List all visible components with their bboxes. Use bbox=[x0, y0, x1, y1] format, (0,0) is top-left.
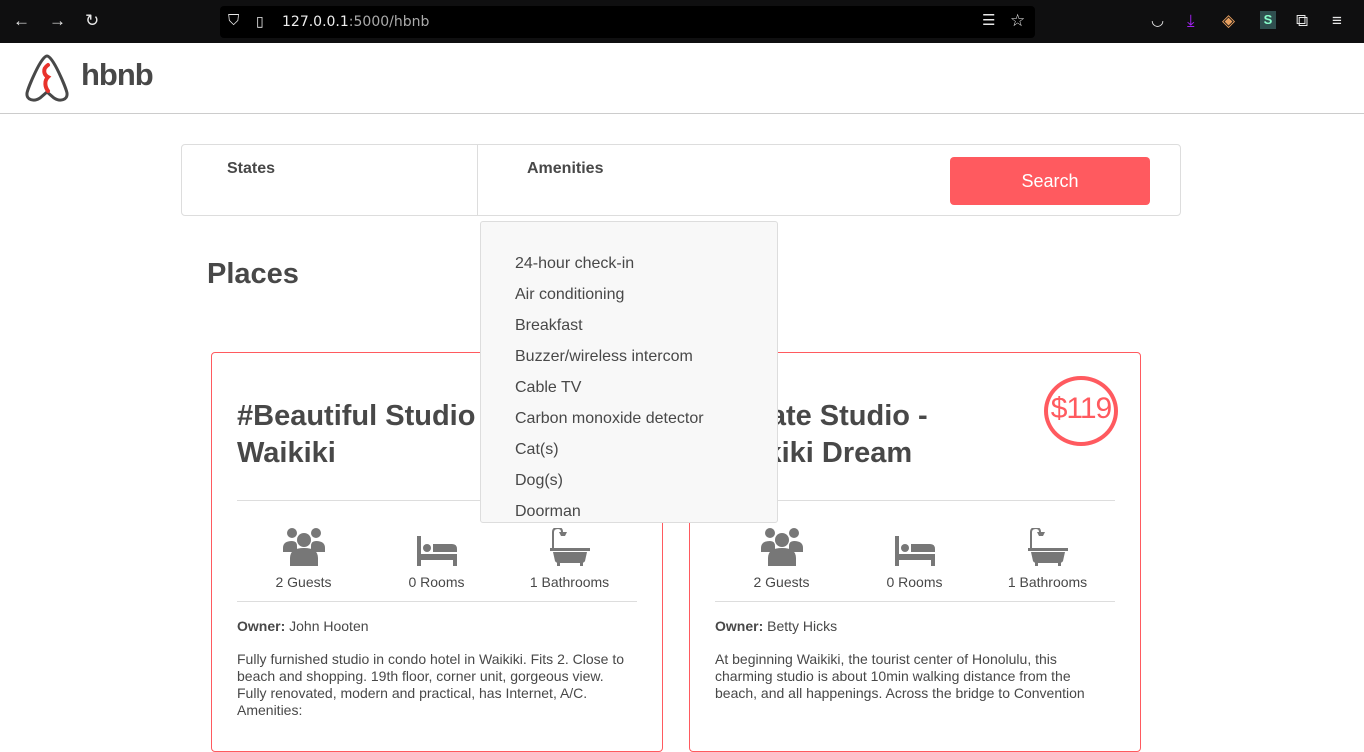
bathrooms-stat: 1 Bathrooms bbox=[503, 528, 636, 590]
url-host: 127.0.0.1 bbox=[282, 14, 349, 30]
rooms-stat: 0 Rooms bbox=[370, 528, 503, 590]
bathrooms-label: 1 Bathrooms bbox=[1007, 574, 1088, 590]
amenity-option[interactable]: Dog(s) bbox=[515, 472, 564, 489]
shield-icon[interactable]: ⛉ bbox=[228, 12, 240, 29]
amenity-option[interactable]: Air conditioning bbox=[515, 286, 625, 303]
amenity-option[interactable]: Doorman bbox=[515, 503, 581, 520]
reader-view-icon[interactable]: ☰ bbox=[982, 12, 996, 29]
amenity-option[interactable]: Cat(s) bbox=[515, 441, 559, 458]
forward-icon[interactable]: → bbox=[49, 11, 66, 30]
amenity-option[interactable]: Buzzer/wireless intercom bbox=[515, 348, 693, 365]
pocket-icon[interactable]: ◡ bbox=[1151, 12, 1165, 29]
filter-divider bbox=[477, 145, 478, 215]
guests-label: 2 Guests bbox=[275, 574, 332, 590]
divider bbox=[237, 500, 637, 501]
guests-stat: 2 Guests bbox=[715, 528, 848, 590]
place-title: #Beautiful Studio in Waikiki bbox=[237, 400, 510, 469]
bed-icon bbox=[894, 536, 935, 566]
divider bbox=[715, 500, 1115, 501]
place-card: #Beautiful Studio in Waikiki 2 Guests 0 … bbox=[211, 352, 663, 752]
page-icon: ▯ bbox=[256, 13, 264, 29]
bed-icon bbox=[416, 536, 457, 566]
reload-icon[interactable]: ↻ bbox=[85, 11, 100, 30]
owner-label: Owner: bbox=[237, 618, 286, 634]
amenity-option[interactable]: 24-hour check-in bbox=[515, 255, 635, 272]
owner: Owner: Betty Hicks bbox=[715, 618, 837, 634]
search-button[interactable]: Search bbox=[950, 157, 1150, 205]
amenity-option[interactable]: Cable TV bbox=[515, 379, 582, 396]
page-header: hbnb bbox=[0, 43, 1364, 114]
owner-label: Owner: bbox=[715, 618, 764, 634]
browser-toolbar: ← → ↻ ⛉ ▯ 127.0.0.1:5000/hbnb ☰ ☆ ◡ ⤓ ◈ … bbox=[0, 0, 1364, 43]
bathrooms-stat: 1 Bathrooms bbox=[981, 528, 1114, 590]
places-title: Places bbox=[207, 258, 299, 290]
download-icon[interactable]: ⤓ bbox=[1187, 11, 1195, 30]
logo-text: hbnb bbox=[81, 57, 154, 92]
back-icon[interactable]: ← bbox=[13, 11, 30, 30]
filters-bar: States Amenities Search bbox=[181, 144, 1181, 216]
divider bbox=[237, 601, 637, 602]
amenities-dropdown: 24-hour check-in Air conditioning Breakf… bbox=[480, 221, 778, 523]
extension-icon[interactable]: ◈ bbox=[1222, 11, 1236, 30]
menu-icon[interactable]: ≡ bbox=[1332, 11, 1342, 30]
amenities-filter[interactable]: Amenities bbox=[527, 160, 604, 177]
price-badge: $119 bbox=[1044, 376, 1118, 446]
rooms-label: 0 Rooms bbox=[408, 574, 465, 590]
address-bar[interactable]: ⛉ ▯ 127.0.0.1:5000/hbnb ☰ ☆ bbox=[220, 6, 1035, 38]
guests-icon bbox=[760, 528, 803, 566]
bathtub-icon bbox=[549, 528, 590, 566]
amenity-option[interactable]: Breakfast bbox=[515, 317, 583, 334]
divider bbox=[715, 601, 1115, 602]
place-description: At beginning Waikiki, the tourist center… bbox=[715, 651, 1085, 701]
states-filter[interactable]: States bbox=[227, 160, 276, 177]
logo-icon bbox=[25, 54, 69, 102]
owner-name: John Hooten bbox=[289, 618, 369, 634]
guests-stat: 2 Guests bbox=[237, 528, 370, 590]
amenity-option[interactable]: Carbon monoxide detector bbox=[515, 410, 704, 427]
guests-icon bbox=[282, 528, 325, 566]
bathtub-icon bbox=[1027, 528, 1068, 566]
rooms-label: 0 Rooms bbox=[886, 574, 943, 590]
rooms-stat: 0 Rooms bbox=[848, 528, 981, 590]
place-description: Fully furnished studio in condo hotel in… bbox=[237, 651, 624, 718]
extensions-puzzle-icon[interactable]: ⧉ bbox=[1296, 11, 1309, 30]
bookmark-star-icon[interactable]: ☆ bbox=[1010, 11, 1026, 30]
guests-label: 2 Guests bbox=[753, 574, 810, 590]
owner-name: Betty Hicks bbox=[767, 618, 838, 634]
url-path: :5000/hbnb bbox=[348, 14, 430, 30]
extension-s-icon[interactable]: S bbox=[1260, 11, 1276, 29]
owner: Owner: John Hooten bbox=[237, 618, 369, 634]
bathrooms-label: 1 Bathrooms bbox=[529, 574, 610, 590]
